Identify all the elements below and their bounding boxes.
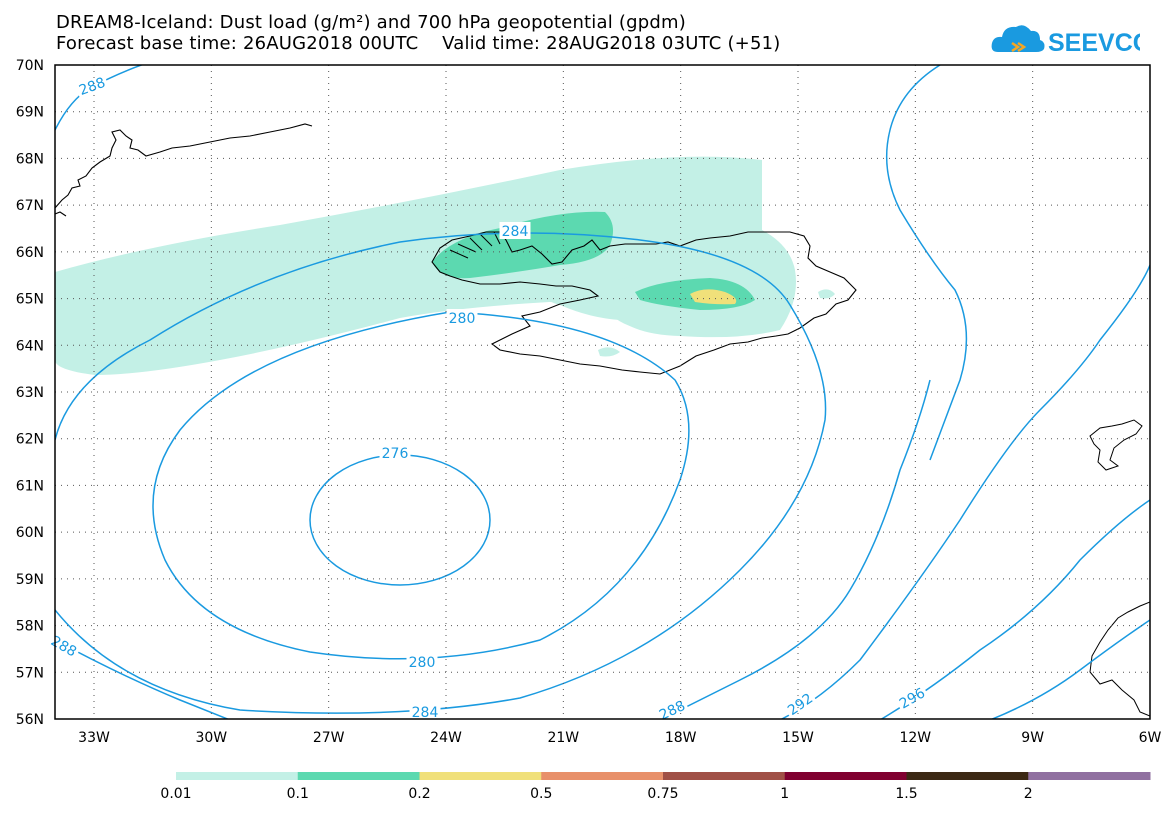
contour-label: 284 [409, 703, 441, 721]
contour-300 [990, 619, 1150, 719]
lat-label: 61N [16, 478, 44, 494]
contour-label: 280 [446, 309, 478, 327]
contour-296 [880, 499, 1150, 719]
contour-label: 280 [406, 653, 438, 671]
colorbar-swatch [541, 772, 664, 780]
dust-area-light [55, 156, 796, 375]
contour-label: 276 [379, 444, 411, 462]
greenland-coastline [55, 123, 313, 217]
colorbar-swatch [663, 772, 786, 780]
colorbar-swatch [297, 772, 420, 780]
lon-label: 27W [313, 730, 345, 746]
lon-label: 30W [195, 730, 227, 746]
map-frame [54, 64, 1151, 720]
contour-276 [309, 454, 491, 586]
faroe-islands-coastline [1089, 419, 1143, 471]
lat-label: 58N [16, 619, 44, 635]
contour-288-south [55, 379, 931, 719]
lat-label: 69N [16, 105, 44, 121]
lon-label: 9W [1021, 730, 1044, 746]
colorbar-swatch [1028, 772, 1151, 780]
dust-patch-small [598, 347, 620, 357]
contour-284 [55, 232, 827, 714]
lat-label: 65N [16, 292, 44, 308]
lat-label: 66N [16, 245, 44, 261]
colorbar [176, 772, 1151, 780]
colorbar-label: 0.5 [530, 786, 553, 802]
svg-text:276: 276 [382, 446, 409, 462]
contour-288-north [885, 65, 968, 461]
contour-label: 296 [894, 682, 930, 713]
contour-label: 288 [74, 72, 110, 99]
lon-label: 12W [899, 730, 931, 746]
svg-text:288: 288 [77, 75, 108, 99]
colorbar-label: 0.75 [647, 786, 679, 802]
map-title: DREAM8-Iceland: Dust load (g/m²) and 700… [56, 12, 686, 33]
lat-label: 63N [16, 385, 44, 401]
lon-label: 15W [782, 730, 814, 746]
contour-label: 288 [654, 695, 690, 724]
lon-label: 21W [547, 730, 579, 746]
dust-patch-east [818, 289, 835, 299]
colorbar-label: 2 [1023, 786, 1033, 802]
lat-label: 60N [16, 525, 44, 541]
colorbar-swatch [906, 772, 1029, 780]
lat-label: 56N [16, 712, 44, 728]
contour-292 [780, 264, 1150, 719]
colorbar-swatch [419, 772, 542, 780]
lon-label: 6W [1139, 730, 1162, 746]
svg-text:284: 284 [502, 224, 529, 240]
iceland-fjords [449, 231, 501, 259]
colorbar-label: 0.1 [286, 786, 309, 802]
lat-label: 62N [16, 432, 44, 448]
colorbar-swatch [784, 772, 907, 780]
lat-label: 64N [16, 338, 44, 354]
lat-label: 70N [16, 58, 44, 74]
iceland-coastline [431, 231, 857, 375]
lat-label: 68N [16, 151, 44, 167]
svg-text:280: 280 [409, 655, 436, 671]
map-subtitle: Forecast base time: 26AUG2018 00UTC Vali… [56, 33, 781, 54]
lat-label: 57N [16, 665, 44, 681]
lon-label: 18W [665, 730, 697, 746]
colorbar-label: 1.5 [895, 786, 918, 802]
svg-text:284: 284 [412, 705, 439, 721]
dust-area-medium-west [432, 211, 614, 279]
colorbar-label: 0.01 [160, 786, 192, 802]
lon-label: 24W [430, 730, 462, 746]
dust-area-high [690, 289, 737, 305]
contour-label: 284 [499, 222, 531, 240]
colorbar-swatch [176, 772, 299, 780]
lon-label: 33W [78, 730, 110, 746]
scotland-coastline [1089, 601, 1150, 717]
lat-label: 67N [16, 198, 44, 214]
colorbar-label: 0.2 [408, 786, 431, 802]
svg-text:280: 280 [449, 311, 476, 327]
contour-288-northwest [55, 65, 144, 131]
contour-label: 288 [46, 630, 82, 661]
colorbar-label: 1 [780, 786, 790, 802]
lat-label: 59N [16, 572, 44, 588]
contour-280 [152, 311, 690, 660]
